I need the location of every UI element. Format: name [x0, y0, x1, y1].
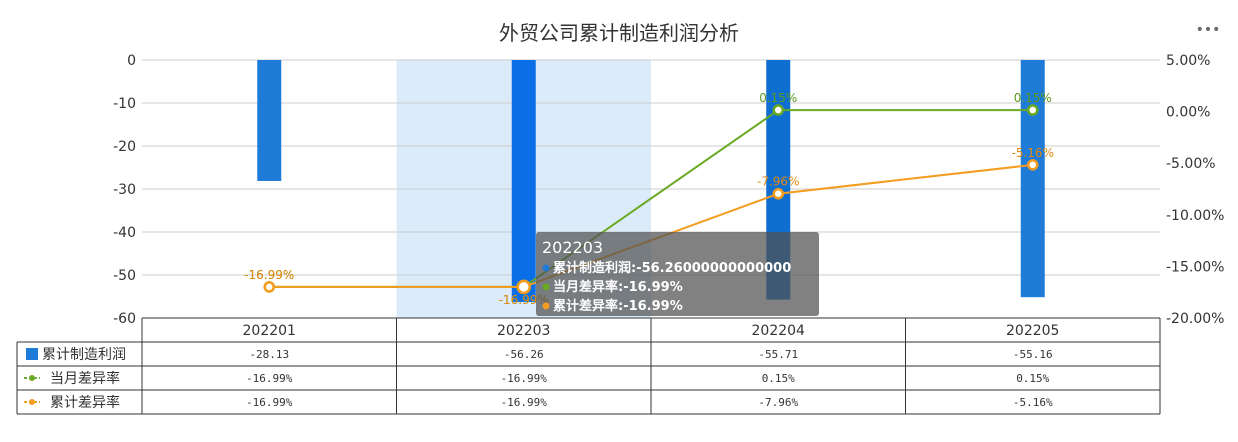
legend-item[interactable]: 当月差异率 — [24, 370, 120, 387]
table-cell: -7.96% — [758, 396, 798, 409]
table-cell: -55.16 — [1013, 348, 1053, 361]
bar[interactable] — [1020, 60, 1045, 298]
right-axis-tick-label: -20.00% — [1166, 311, 1224, 327]
left-axis-tick-label: -30 — [113, 182, 136, 198]
right-axis-tick-label: -15.00% — [1166, 259, 1224, 275]
more-dots-icon[interactable]: ••• — [1196, 22, 1221, 38]
table-cell: -5.16% — [1013, 396, 1053, 409]
data-point[interactable] — [263, 281, 275, 293]
data-point[interactable] — [1027, 104, 1039, 116]
legend-item[interactable]: 累计差异率 — [24, 394, 120, 411]
right-axis-tick-label: -10.00% — [1166, 208, 1224, 224]
data-point[interactable] — [772, 187, 784, 200]
category-label: 202204 — [752, 323, 806, 339]
left-axis-tick-label: -10 — [113, 96, 136, 112]
table-cell: -16.99% — [246, 372, 293, 385]
tooltip-line: 累计差异率:-16.99% — [553, 298, 683, 314]
data-table: 202201 202203 202204 202205 累计制造利润 -28.13 -56.… — [16, 317, 1161, 415]
table-cell: 0.15% — [1016, 372, 1049, 385]
legend-bar-swatch — [26, 348, 38, 360]
legend-label: 当月差异率 — [50, 370, 120, 387]
data-point[interactable] — [1027, 159, 1039, 171]
tooltip-line: 累计制造利润:-56.26000000000000 — [553, 260, 791, 276]
tooltip-series-dot — [542, 302, 550, 310]
tooltip-line: 当月差异率:-16.99% — [553, 279, 683, 295]
tooltip: 202203 累计制造利润:-56.26000000000000 当月差异率:-16… — [536, 232, 819, 316]
category-label: 202203 — [497, 323, 550, 339]
table-cell: -16.99% — [501, 396, 548, 409]
axes: 0 -10 -20 -30 -40 -50 -60 5.00% 0.00% -5.00% -10.0… — [113, 53, 1224, 327]
left-axis-tick-label: -60 — [113, 311, 136, 327]
data-label: -7.96% — [757, 175, 799, 189]
tooltip-series-dot — [542, 264, 550, 272]
table-cell: -28.13 — [249, 348, 289, 361]
bar[interactable] — [257, 60, 282, 181]
bar-series — [257, 60, 1045, 302]
bar[interactable] — [511, 60, 536, 302]
data-label: 0.15% — [759, 91, 797, 105]
category-label: 202205 — [1006, 323, 1059, 339]
data-label: 0.15% — [1014, 91, 1052, 105]
tooltip-title: 202203 — [542, 238, 603, 257]
left-axis-tick-label: -50 — [113, 268, 136, 284]
table-cell: -16.99% — [501, 372, 548, 385]
legend-item[interactable]: 累计制造利润 — [26, 347, 126, 363]
data-point[interactable] — [772, 104, 784, 116]
table-cell: -55.71 — [758, 348, 798, 361]
legend-label: 累计制造利润 — [42, 347, 126, 363]
data-label: -5.16% — [1012, 146, 1054, 160]
tooltip-box — [536, 232, 819, 316]
table-cell: 0.15% — [762, 372, 795, 385]
right-axis-tick-label: 0.00% — [1166, 105, 1210, 121]
legend-label: 累计差异率 — [50, 394, 120, 411]
right-axis-tick-label: 5.00% — [1166, 53, 1210, 69]
right-axis-tick-label: -5.00% — [1166, 156, 1216, 172]
left-axis-tick-label: -20 — [113, 139, 136, 155]
legend-dot — [29, 399, 35, 405]
table-cell: -56.26 — [504, 348, 544, 361]
left-axis-tick-label: -40 — [113, 225, 136, 241]
chart-title: 外贸公司累计制造利润分析 — [499, 21, 739, 45]
data-label: -16.99% — [244, 268, 294, 282]
data-point[interactable] — [516, 279, 531, 295]
table-cell: -16.99% — [246, 396, 293, 409]
data-label: -16.99% — [244, 268, 294, 282]
category-label: 202201 — [243, 323, 296, 339]
legend-dot — [29, 375, 35, 381]
left-axis-tick-label: 0 — [127, 53, 136, 69]
tooltip-series-dot — [542, 283, 550, 291]
